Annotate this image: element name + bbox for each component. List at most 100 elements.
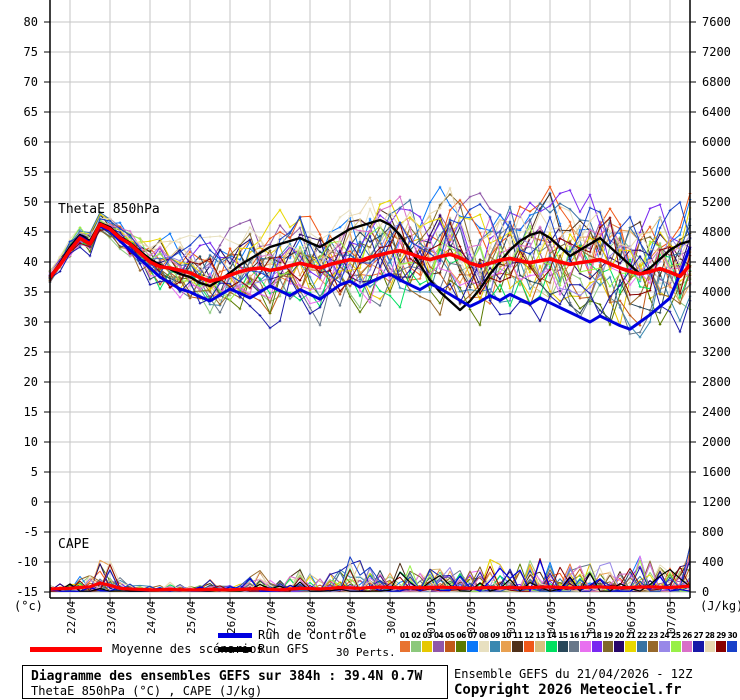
- pert-key-item: 15: [557, 631, 568, 652]
- pert-number: 16: [569, 631, 579, 640]
- pert-number: 26: [682, 631, 692, 640]
- pert-color-swatch: [727, 641, 738, 652]
- pert-key-item: 28: [704, 631, 715, 652]
- right-axis-tick-label: 2400: [702, 405, 731, 419]
- right-axis-tick-label: 400: [702, 555, 724, 569]
- cape-panel-label: CAPE: [58, 537, 89, 552]
- pert-color-swatch: [636, 641, 648, 652]
- left-axis-tick-label: 10: [24, 435, 38, 449]
- x-axis-date-label: 25/04: [185, 601, 198, 634]
- pert-key-item: 08: [478, 631, 489, 652]
- x-axis-date-label: 27/04: [265, 601, 278, 634]
- pert-color-swatch: [489, 641, 501, 652]
- left-axis-tick-label: 50: [24, 195, 38, 209]
- pert-number: 22: [637, 631, 647, 640]
- pert-color-swatch: [704, 641, 715, 652]
- left-axis-tick-label: 35: [24, 285, 38, 299]
- pert-key-item: 22: [636, 631, 647, 652]
- left-axis-tick-label: 15: [24, 405, 38, 419]
- x-axis-date-label: 24/04: [145, 601, 158, 634]
- right-axis-tick-label: 2800: [702, 375, 731, 389]
- pert-key-item: 21: [625, 631, 636, 652]
- pert-number: 29: [716, 631, 726, 640]
- left-axis-tick-label: -5: [24, 525, 38, 539]
- x-axis-date-label: 06/05: [625, 601, 638, 634]
- left-axis-tick-label: 40: [24, 255, 38, 269]
- pert-color-swatch: [478, 641, 489, 652]
- pert-key-item: 03: [422, 631, 433, 652]
- pert-key-item: 23: [648, 631, 659, 652]
- pert-color-swatch: [523, 641, 535, 652]
- right-axis-tick-label: 800: [702, 525, 724, 539]
- left-axis-tick-label: -10: [16, 555, 38, 569]
- left-axis-tick-label: -15: [16, 585, 38, 599]
- pert-number: 30: [727, 631, 738, 640]
- pert-key-item: 04: [433, 631, 444, 652]
- right-axis-tick-label: 4800: [702, 225, 731, 239]
- pert-number: 03: [422, 631, 433, 640]
- x-axis-date-label: 29/04: [345, 601, 358, 634]
- left-axis-tick-label: 20: [24, 375, 38, 389]
- pert-key-item: 30: [727, 631, 738, 652]
- right-axis-tick-label: 1200: [702, 495, 731, 509]
- x-axis-date-label: 04/05: [545, 601, 558, 634]
- right-axis-tick-label: 6000: [702, 135, 731, 149]
- pert-color-swatch: [501, 641, 512, 652]
- pert-color-swatch: [444, 641, 455, 652]
- pert-color-swatch: [670, 641, 681, 652]
- control-run-label: Run de contrôle: [258, 628, 367, 642]
- pert-color-swatch: [614, 641, 625, 652]
- pert-key-item: 26: [681, 631, 692, 652]
- pert-number: 12: [524, 631, 534, 640]
- perturbations-count-label: 30 Perts.: [336, 646, 396, 659]
- left-axis-tick-label: 30: [24, 315, 38, 329]
- x-axis-date-label: 26/04: [225, 601, 238, 634]
- right-axis-tick-label: 6400: [702, 105, 731, 119]
- right-axis-tick-label: 2000: [702, 435, 731, 449]
- x-axis-date-label: 30/04: [385, 601, 398, 634]
- pert-number: 23: [648, 631, 658, 640]
- right-axis-tick-label: 6800: [702, 75, 731, 89]
- pert-number: 13: [535, 631, 545, 640]
- right-axis-tick-label: 7200: [702, 45, 731, 59]
- pert-number: 28: [704, 631, 715, 640]
- gfs-run-line: [49, 218, 691, 312]
- pert-number: 05: [445, 631, 455, 640]
- pert-number: 25: [671, 631, 681, 640]
- pert-number: 10: [501, 631, 512, 640]
- left-axis-tick-label: 80: [24, 15, 38, 29]
- right-axis-tick-label: 1600: [702, 465, 731, 479]
- pert-number: 02: [411, 631, 421, 640]
- right-axis-tick-label: 3600: [702, 315, 731, 329]
- pert-number: 21: [625, 631, 636, 640]
- left-axis-tick-label: 5: [31, 465, 38, 479]
- series-layer: [48, 185, 692, 592]
- pert-color-swatch: [433, 641, 444, 652]
- pert-key-item: 25: [670, 631, 681, 652]
- pert-key-item: 29: [715, 631, 726, 652]
- pert-key-item: 18: [591, 631, 602, 652]
- right-axis-tick-label: 4400: [702, 255, 731, 269]
- pert-number: 08: [479, 631, 489, 640]
- right-axis-unit: (J/kg): [700, 599, 740, 613]
- pert-number: 19: [603, 631, 613, 640]
- pert-color-swatch: [580, 641, 591, 652]
- diagram-subtitle: ThetaE 850hPa (°C) , CAPE (J/kg): [31, 684, 263, 698]
- pert-color-swatch: [467, 641, 478, 652]
- ensemble-mean-line: [48, 222, 692, 284]
- pert-number: 07: [467, 631, 478, 640]
- pert-key-item: 19: [602, 631, 613, 652]
- control-run-line: [48, 224, 692, 331]
- pert-color-swatch: [715, 641, 727, 652]
- left-axis-tick-label: 45: [24, 225, 38, 239]
- left-axis-tick-label: 25: [24, 345, 38, 359]
- pert-key-item: 07: [467, 631, 478, 652]
- ensemble-mean-swatch: [30, 647, 102, 652]
- pert-key-item: 14: [546, 631, 557, 652]
- perturbation-color-key: 01 02 03 04 05 06 07 08 09 10 11 12 13 14 15 16 17 18 19 20…: [399, 631, 738, 652]
- pert-number: 09: [490, 631, 500, 640]
- gfs-run-label: Run GFS: [258, 642, 309, 656]
